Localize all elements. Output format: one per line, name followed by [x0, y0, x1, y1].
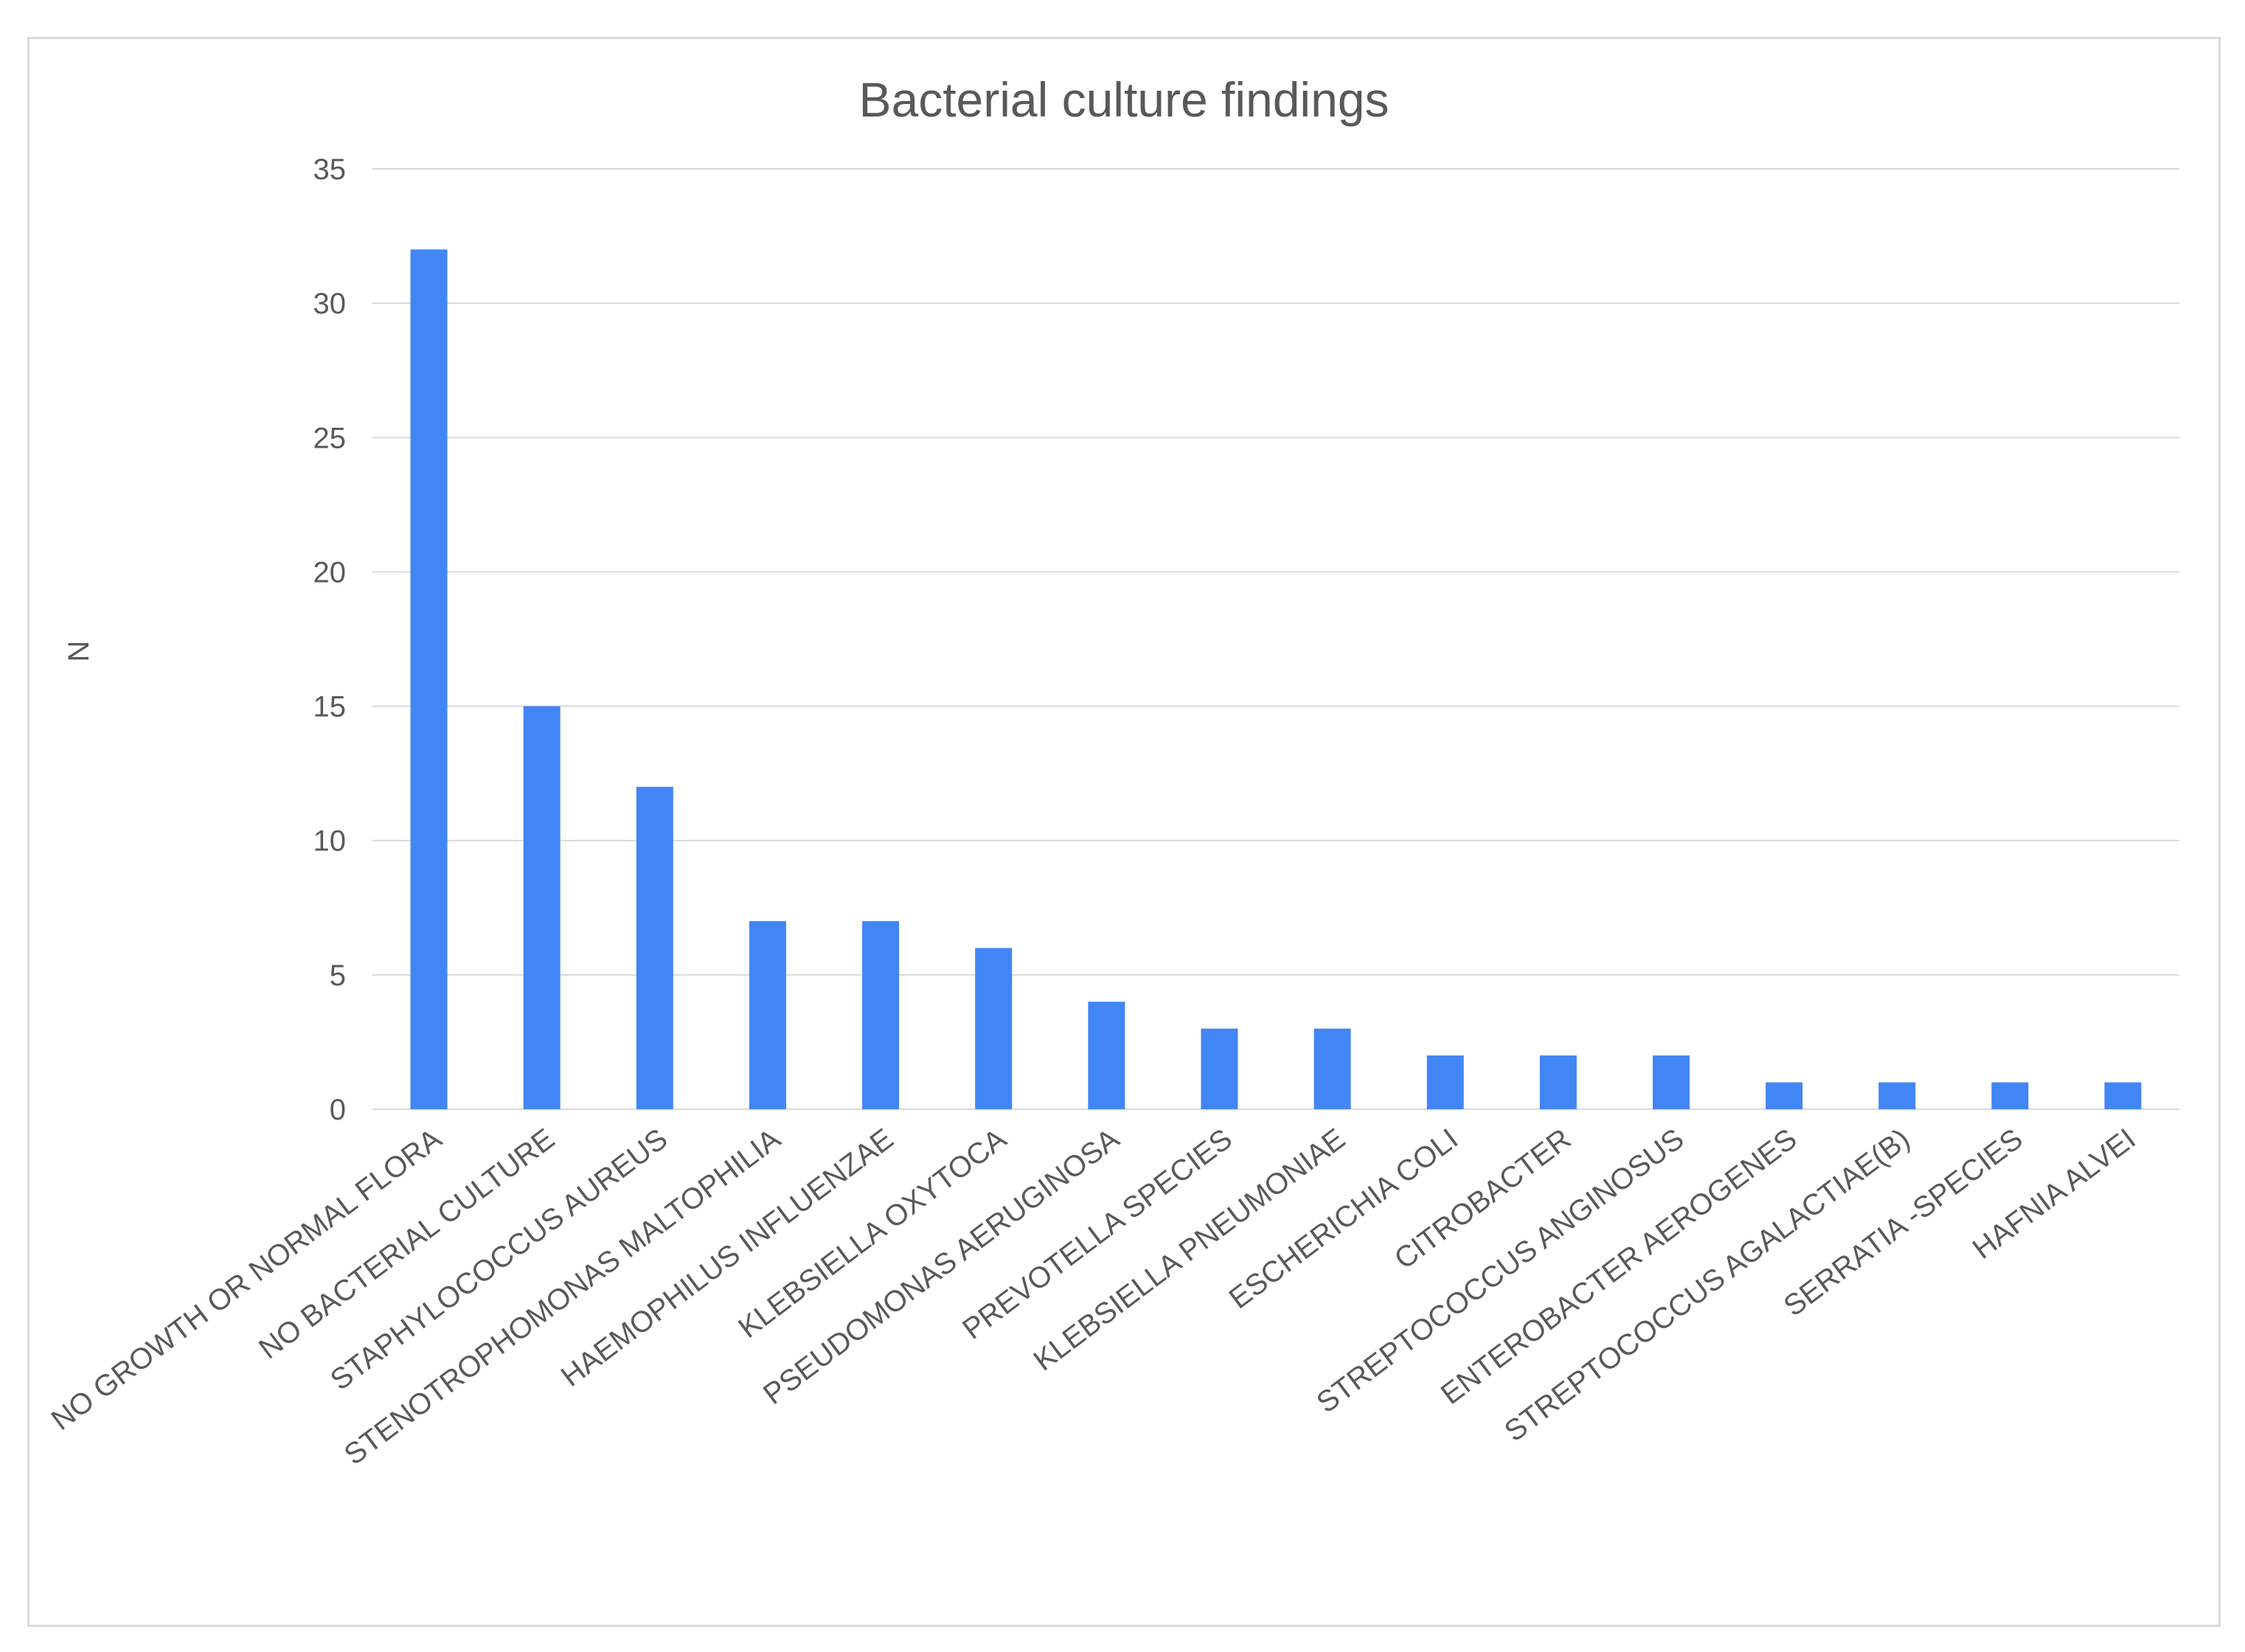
- bar: [862, 921, 900, 1109]
- bar: [1878, 1082, 1916, 1109]
- bar: [636, 786, 673, 1109]
- y-tick-label: 20: [313, 556, 347, 589]
- y-tick-label: 30: [313, 288, 347, 320]
- bar: [1426, 1055, 1464, 1109]
- y-tick-label: 25: [313, 422, 347, 454]
- bar: [1991, 1082, 2029, 1109]
- y-tick-label: 0: [330, 1094, 346, 1126]
- bar: [749, 921, 786, 1109]
- y-tick-label: 10: [313, 825, 347, 858]
- bar: [2104, 1082, 2142, 1109]
- bar: [523, 706, 561, 1109]
- y-tick-label: 35: [313, 153, 347, 186]
- bar: [1088, 1002, 1125, 1109]
- chart-frame: Bacterial culture findings N 0 5 10 15 20 25 3…: [27, 37, 2221, 1627]
- bars: [410, 249, 2142, 1110]
- x-category-label: NO GROWTH OR NORMAL FLORA: [46, 1122, 448, 1437]
- gridlines: [372, 168, 2179, 1110]
- bar: [1766, 1082, 1803, 1109]
- bar: [1314, 1028, 1351, 1109]
- y-axis-label: N: [63, 641, 95, 662]
- bar: [1201, 1028, 1238, 1109]
- y-axis-ticks: 0 5 10 15 20 25 30 35: [313, 153, 347, 1126]
- bar: [1539, 1055, 1577, 1109]
- chart-title: Bacterial culture findings: [858, 72, 1389, 127]
- y-tick-label: 5: [330, 959, 346, 992]
- y-tick-label: 15: [313, 691, 347, 723]
- bar: [975, 948, 1013, 1109]
- bar-chart: Bacterial culture findings N 0 5 10 15 20 25 3…: [46, 72, 2179, 1471]
- bar: [410, 249, 448, 1110]
- x-category-label: STREPTOCOCCUS AGALACTIAE(B): [1499, 1122, 1916, 1448]
- bar: [1652, 1055, 1690, 1109]
